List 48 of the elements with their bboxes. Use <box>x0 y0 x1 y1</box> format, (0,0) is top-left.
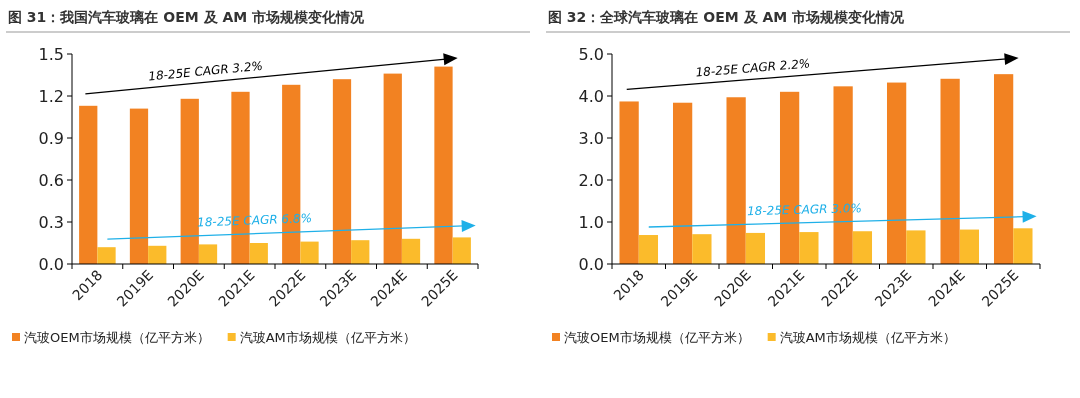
annotation: 18-25E CAGR 6.8% <box>196 211 313 230</box>
y-tick-label: 0.9 <box>38 129 64 148</box>
legend-label: 汽玻AM市场规模（亿平方米） <box>239 330 416 345</box>
y-tick-label: 3.0 <box>578 129 604 148</box>
bar <box>452 237 471 264</box>
bar <box>79 105 98 264</box>
bar <box>852 231 873 264</box>
bar <box>799 232 819 264</box>
annotation: 18-25E CAGR 2.2% <box>695 56 811 80</box>
bar <box>300 241 319 264</box>
y-tick-label: 5.0 <box>578 45 604 64</box>
bar <box>959 229 980 264</box>
bar <box>619 101 639 264</box>
y-tick-label: 1.5 <box>38 45 64 64</box>
legend-label: 汽玻OEM市场规模（亿平方米） <box>564 330 750 345</box>
bar <box>249 243 268 264</box>
bar <box>129 108 149 264</box>
bar <box>198 244 218 264</box>
bar <box>692 234 712 264</box>
y-tick-label: 1.2 <box>38 87 64 106</box>
bar <box>332 79 352 264</box>
y-tick-label: 1.0 <box>578 213 604 232</box>
bar <box>638 235 659 264</box>
y-tick-label: 0.0 <box>578 255 604 274</box>
y-tick-label: 0.6 <box>38 171 64 190</box>
bar <box>886 82 907 264</box>
bar <box>401 238 421 264</box>
bar <box>940 78 960 264</box>
bar <box>993 74 1014 264</box>
legend-label: 汽玻AM市场规模（亿平方米） <box>779 330 956 345</box>
bar <box>745 232 766 264</box>
bar <box>180 98 199 264</box>
y-tick-label: 0.0 <box>38 255 64 274</box>
bar <box>351 240 370 264</box>
bar <box>726 97 746 264</box>
y-tick-label: 0.3 <box>38 213 64 232</box>
bar <box>672 102 693 264</box>
y-tick-label: 2.0 <box>578 171 604 190</box>
bar <box>1013 228 1033 264</box>
bar <box>383 73 402 264</box>
annotation: 18-25E CAGR 3.2% <box>147 58 264 84</box>
legend-label: 汽玻OEM市场规模（亿平方米） <box>24 330 210 345</box>
y-tick-label: 4.0 <box>578 87 604 106</box>
chart-title: 图 32：全球汽车玻璃在 OEM 及 AM 市场规模变化情况 <box>548 9 906 25</box>
bar <box>97 247 116 264</box>
chart-title: 图 31：我国汽车玻璃在 OEM 及 AM 市场规模变化情况 <box>8 9 366 25</box>
bar <box>906 230 926 264</box>
bar <box>148 245 167 264</box>
